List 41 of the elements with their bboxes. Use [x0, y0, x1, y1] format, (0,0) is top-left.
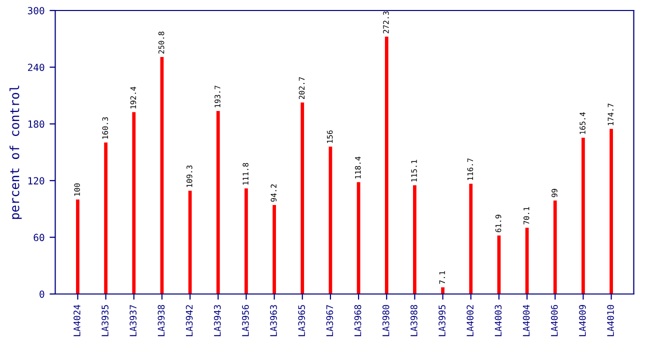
- x-tick-label: LA3938: [158, 304, 165, 336]
- x-tick-label: LA4010: [607, 305, 614, 336]
- x-tick-label: LA3980: [382, 305, 390, 336]
- bar: [441, 287, 444, 294]
- x-tick-label: LA3988: [410, 304, 418, 336]
- bar: [244, 188, 248, 294]
- x-tick-label: LA3967: [326, 305, 334, 336]
- bar: [553, 200, 557, 294]
- bar: [132, 112, 136, 294]
- x-tick-label: LA4004: [522, 304, 530, 336]
- bar: [610, 128, 613, 294]
- y-tick-label: 120: [28, 177, 44, 184]
- y-axis-title: percent of control: [10, 86, 22, 219]
- bar: [104, 142, 108, 294]
- bar: [384, 36, 388, 294]
- bar: [272, 204, 276, 294]
- x-tick-label: LA3965: [298, 305, 306, 336]
- y-tick-label: 300: [28, 7, 44, 14]
- y-tick-label: 0: [40, 290, 44, 298]
- x-tick-label: LA3943: [214, 305, 221, 336]
- y-tick-label: 60: [34, 234, 44, 242]
- x-tick-label: LA3942: [186, 305, 193, 336]
- y-tick-label: 180: [28, 120, 44, 128]
- bar: [300, 102, 304, 294]
- x-tick-label: LA3935: [102, 305, 108, 336]
- x-tick-label: LA4003: [494, 305, 502, 336]
- x-tick-label: LA3968: [354, 304, 362, 336]
- x-tick-label: LA3995: [438, 305, 446, 336]
- x-tick-label: LA4006: [550, 305, 558, 336]
- x-tick-label: LA3937: [130, 305, 137, 336]
- bar: [582, 138, 585, 294]
- x-tick-label: LA4009: [579, 305, 586, 336]
- x-tick-label: LA4024: [74, 304, 80, 336]
- bar: [413, 185, 416, 294]
- bar: [216, 110, 220, 294]
- x-tick-label: LA3963: [270, 305, 277, 336]
- y-tick-label: 240: [28, 64, 44, 72]
- x-tick-label: LA4002: [466, 305, 474, 336]
- bar: [76, 200, 80, 294]
- bar: [469, 184, 473, 294]
- x-tick-label: LA3956: [242, 305, 249, 336]
